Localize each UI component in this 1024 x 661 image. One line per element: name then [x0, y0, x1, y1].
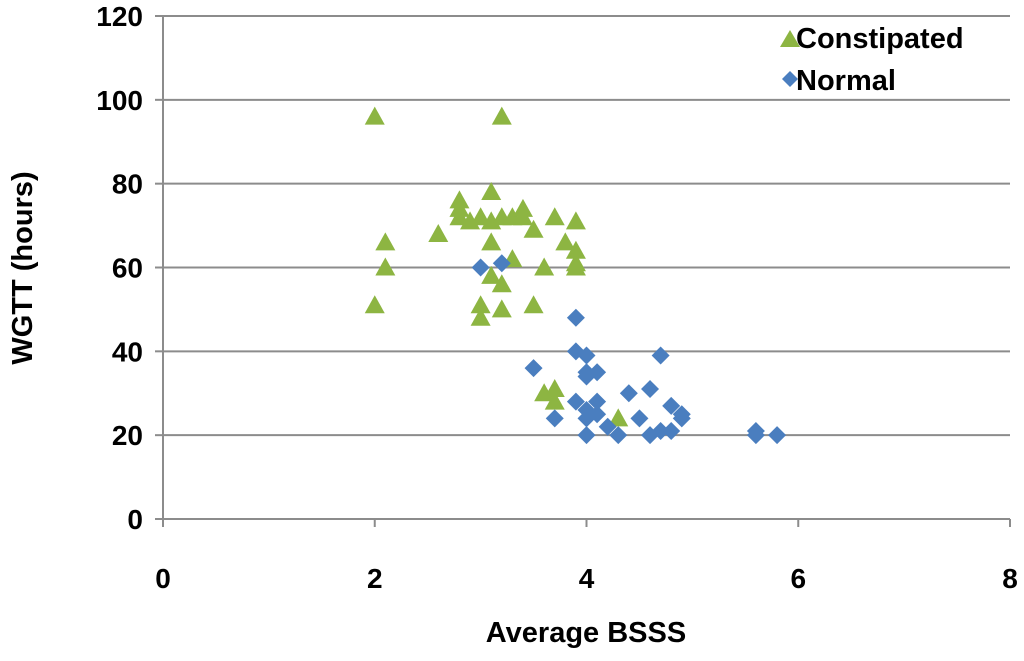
point-normal [598, 417, 617, 436]
point-constipated [523, 295, 544, 314]
point-normal [641, 380, 660, 399]
point-normal [577, 346, 596, 365]
legend-label-normal: Normal [796, 65, 896, 97]
point-constipated [449, 207, 470, 226]
point-constipated [565, 211, 586, 230]
point-normal [545, 409, 564, 428]
x-tick-labels: 0 2 4 6 8 [155, 563, 1018, 594]
y-tick-labels: 0 20 40 60 80 100 120 [96, 1, 143, 535]
point-constipated [375, 257, 396, 276]
point-normal [651, 346, 670, 365]
point-normal [609, 426, 628, 445]
point-constipated [375, 232, 396, 251]
legend: Constipated Normal [780, 23, 964, 97]
legend-marker-normal [782, 71, 798, 87]
point-normal [746, 426, 765, 445]
point-normal [577, 367, 596, 386]
gridlines [163, 15, 1010, 437]
y-axis-label: WGTT (hours) [7, 171, 39, 364]
y-tick-label: 100 [96, 85, 143, 116]
point-normal [577, 409, 596, 428]
point-constipated [470, 207, 491, 226]
point-normal [619, 384, 638, 403]
y-tick-label: 20 [112, 420, 143, 451]
point-constipated [364, 106, 385, 125]
x-tick-label: 4 [579, 563, 595, 594]
y-tick-label: 120 [96, 1, 143, 32]
x-tick-label: 6 [790, 563, 806, 594]
point-constipated [491, 106, 512, 125]
point-normal [566, 392, 585, 411]
legend-marker-constipated [780, 30, 800, 47]
point-normal [492, 254, 511, 273]
point-normal [651, 421, 670, 440]
point-constipated [481, 232, 502, 251]
point-constipated [544, 391, 565, 410]
x-tick-label: 0 [155, 563, 171, 594]
point-constipated [565, 253, 586, 272]
point-constipated [523, 219, 544, 238]
point-constipated [534, 257, 555, 276]
point-constipated [470, 307, 491, 326]
point-constipated [544, 207, 565, 226]
point-normal [588, 392, 607, 411]
y-tick-label: 80 [112, 169, 143, 200]
point-normal [524, 359, 543, 378]
point-normal [672, 409, 691, 428]
axes [155, 15, 1011, 527]
y-tick-label: 40 [112, 336, 143, 367]
x-tick-label: 2 [367, 563, 383, 594]
point-constipated [481, 182, 502, 201]
y-tick-label: 60 [112, 253, 143, 284]
point-normal [662, 396, 681, 415]
point-constipated [491, 274, 512, 293]
point-normal [768, 426, 787, 445]
point-constipated [565, 240, 586, 259]
point-constipated [428, 223, 449, 242]
point-constipated [555, 232, 576, 251]
point-normal [577, 426, 596, 445]
y-tick-label: 0 [127, 504, 143, 535]
point-constipated [491, 299, 512, 318]
data-points [364, 106, 787, 445]
point-constipated [512, 207, 533, 226]
point-constipated [470, 295, 491, 314]
point-normal [662, 421, 681, 440]
point-constipated [608, 408, 629, 427]
point-constipated [481, 265, 502, 284]
legend-label-constipated: Constipated [796, 23, 964, 55]
point-normal [471, 258, 490, 277]
x-tick-label: 8 [1002, 563, 1018, 594]
point-normal [630, 409, 649, 428]
point-normal [566, 308, 585, 327]
x-axis-label: Average BSSS [486, 617, 686, 649]
point-constipated [364, 295, 385, 314]
point-constipated [544, 379, 565, 398]
